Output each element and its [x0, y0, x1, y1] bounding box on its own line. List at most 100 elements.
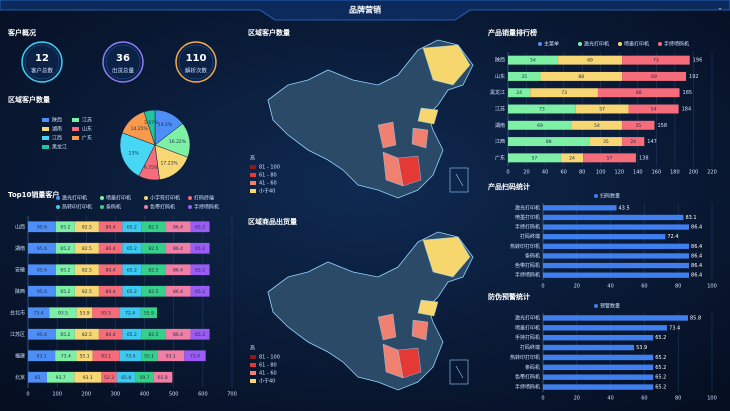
x-tick-label: 40: [542, 170, 548, 176]
bar-segment: [157, 350, 185, 362]
legend-swatch: [72, 136, 79, 140]
bar-value-label: 65.2: [60, 332, 70, 338]
y-tick-label: 湖南: [495, 122, 505, 129]
bar-segment: [55, 328, 75, 340]
bar-total-label: 192: [689, 74, 699, 80]
bar-segment: [543, 214, 684, 221]
y-tick-label: 山西: [15, 223, 25, 230]
y-tick-label: 广东: [495, 154, 505, 161]
bar-value-label: 73: [561, 90, 567, 96]
bar-segment: [560, 153, 584, 163]
bar-value-label: 65.2: [195, 289, 205, 295]
bar-value-label: 65.2: [127, 332, 137, 338]
bar-segment: [190, 285, 210, 297]
bar-segment: [74, 371, 102, 383]
legend-swatch: [618, 42, 622, 46]
bar-segment: [165, 328, 191, 340]
collapse-icon[interactable]: ⌄: [717, 5, 722, 12]
pie-slice: [143, 109, 156, 146]
bar-value-label: 80.4: [106, 267, 116, 273]
legend-swatch: [72, 118, 79, 122]
bar-segment: [28, 221, 56, 233]
bar-segment: [122, 285, 142, 297]
bar-value-label: 35: [635, 123, 641, 129]
map-legend-label: 81 - 100: [259, 355, 280, 361]
bar-value-label: 88: [546, 139, 552, 145]
pie-label: 5.07%: [144, 120, 159, 126]
bar-value-label: 95.6: [37, 267, 47, 273]
bar-segment: [116, 371, 136, 383]
bar-total-label: 185: [683, 90, 693, 96]
bar-segment: [165, 242, 191, 254]
legend-label: 手持喷码机: [664, 41, 689, 48]
map-legend-title: 高: [250, 155, 255, 162]
y-tick-label: 热转印打印机: [510, 243, 540, 250]
x-tick-label: 60: [560, 170, 566, 176]
bar-value-label: 82.5: [82, 224, 92, 230]
legend-swatch: [100, 205, 104, 209]
x-tick-label: 120: [614, 170, 624, 176]
x-tick-label: 0: [541, 284, 544, 290]
y-tick-label: 湖南: [15, 245, 25, 252]
y-tick-label: 台北市: [10, 309, 25, 316]
bar-value-label: 86.4: [691, 253, 702, 259]
bar-segment: [543, 224, 690, 230]
x-tick-label: 600: [198, 392, 208, 398]
stat-ring-inner: [105, 44, 141, 80]
y-tick-label: 福建: [15, 352, 25, 359]
bar-segment: [622, 55, 690, 65]
legend-swatch: [42, 136, 49, 140]
x-tick-label: 0: [541, 396, 544, 402]
bar-value-label: 86.4: [173, 224, 183, 230]
bar-value-label: 86.4: [173, 332, 183, 338]
bar-segment: [508, 153, 561, 163]
legend-swatch: [56, 196, 60, 200]
bar-segment: [98, 328, 123, 340]
legend-label: 预警数量: [600, 303, 620, 310]
bar-value-label: 65.2: [655, 375, 666, 381]
bar-value-label: 93.5: [101, 310, 111, 316]
bar-value-label: 65.2: [195, 332, 205, 338]
bar-value-label: 86.4: [173, 289, 183, 295]
x-tick-label: 700: [227, 392, 237, 398]
section-title: 区域商品出货量: [248, 217, 297, 226]
bar-value-label: 65.2: [127, 224, 137, 230]
bar-value-label: 93.1: [37, 353, 47, 359]
bar-value-label: 52.3: [104, 375, 114, 381]
bar-value-label: 69: [587, 58, 593, 64]
bar-value-label: 80.4: [106, 332, 116, 338]
x-tick-label: 300: [111, 392, 121, 398]
bar-segment: [543, 354, 654, 361]
bar-segment: [28, 350, 56, 362]
bar-value-label: 73.4: [125, 353, 135, 359]
bar-segment: [49, 307, 77, 319]
bar-segment: [135, 371, 154, 383]
x-tick-label: 60: [641, 284, 647, 290]
bar-segment: [558, 55, 623, 65]
y-tick-label: 手持喷码机: [515, 384, 540, 391]
bar-segment: [28, 264, 56, 276]
x-tick-label: 100: [596, 170, 606, 176]
page-title: 品牌营销: [349, 5, 381, 15]
bar-segment: [28, 285, 56, 297]
bar-value-label: 93.1: [83, 375, 93, 381]
bar-value-label: 93.1: [166, 353, 176, 359]
bar-value-label: 55.1: [80, 353, 90, 359]
bar-value-label: 24: [630, 139, 636, 145]
bar-value-label: 73.4: [190, 353, 200, 359]
bar-value-label: 57: [607, 155, 613, 161]
legend-label: 黑龙江: [52, 144, 67, 151]
bar-segment: [98, 285, 123, 297]
bar-segment: [543, 344, 635, 351]
y-tick-label: 打码终端: [520, 233, 540, 240]
y-tick-label: 黑龙江: [490, 89, 505, 96]
legend-swatch: [188, 196, 192, 200]
bar-value-label: 95.6: [37, 289, 47, 295]
legend-swatch: [578, 42, 582, 46]
bar-segment: [122, 242, 142, 254]
bar-segment: [543, 364, 654, 371]
bar-total-label: 138: [639, 155, 649, 161]
bar-value-label: 88: [578, 74, 584, 80]
y-tick-label: 江苏: [495, 106, 505, 113]
bar-value-label: 93.1: [101, 353, 111, 359]
